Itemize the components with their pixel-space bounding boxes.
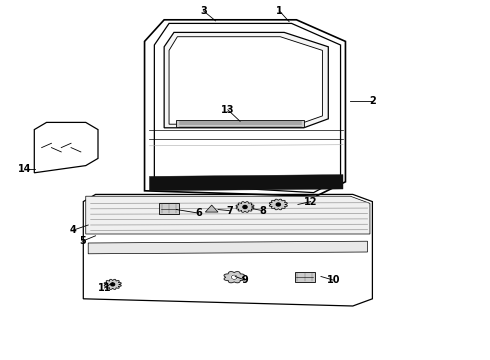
Polygon shape bbox=[169, 37, 322, 124]
Text: 6: 6 bbox=[195, 208, 202, 218]
Text: 5: 5 bbox=[79, 236, 86, 246]
Text: 1: 1 bbox=[276, 6, 283, 16]
Polygon shape bbox=[86, 196, 370, 234]
Circle shape bbox=[276, 203, 280, 206]
Polygon shape bbox=[224, 271, 245, 283]
Text: 14: 14 bbox=[18, 164, 31, 174]
Polygon shape bbox=[34, 122, 98, 173]
Text: 13: 13 bbox=[221, 105, 235, 115]
Circle shape bbox=[111, 283, 115, 286]
Polygon shape bbox=[149, 175, 343, 191]
Polygon shape bbox=[205, 205, 218, 212]
Polygon shape bbox=[88, 241, 368, 254]
Text: 2: 2 bbox=[369, 96, 376, 106]
Polygon shape bbox=[83, 194, 372, 306]
Text: 12: 12 bbox=[304, 197, 318, 207]
Text: 3: 3 bbox=[200, 6, 207, 16]
Text: 7: 7 bbox=[226, 206, 233, 216]
Polygon shape bbox=[236, 202, 254, 212]
Text: 8: 8 bbox=[259, 206, 266, 216]
Text: 9: 9 bbox=[242, 275, 248, 285]
Polygon shape bbox=[164, 32, 328, 128]
Polygon shape bbox=[104, 279, 121, 289]
Circle shape bbox=[231, 275, 237, 279]
Text: 4: 4 bbox=[69, 225, 76, 235]
Text: 10: 10 bbox=[326, 275, 340, 285]
Polygon shape bbox=[270, 199, 287, 210]
Polygon shape bbox=[159, 203, 179, 214]
Polygon shape bbox=[295, 272, 315, 282]
Polygon shape bbox=[154, 23, 341, 193]
Text: 11: 11 bbox=[98, 283, 111, 293]
Polygon shape bbox=[176, 120, 304, 127]
Circle shape bbox=[243, 206, 247, 208]
